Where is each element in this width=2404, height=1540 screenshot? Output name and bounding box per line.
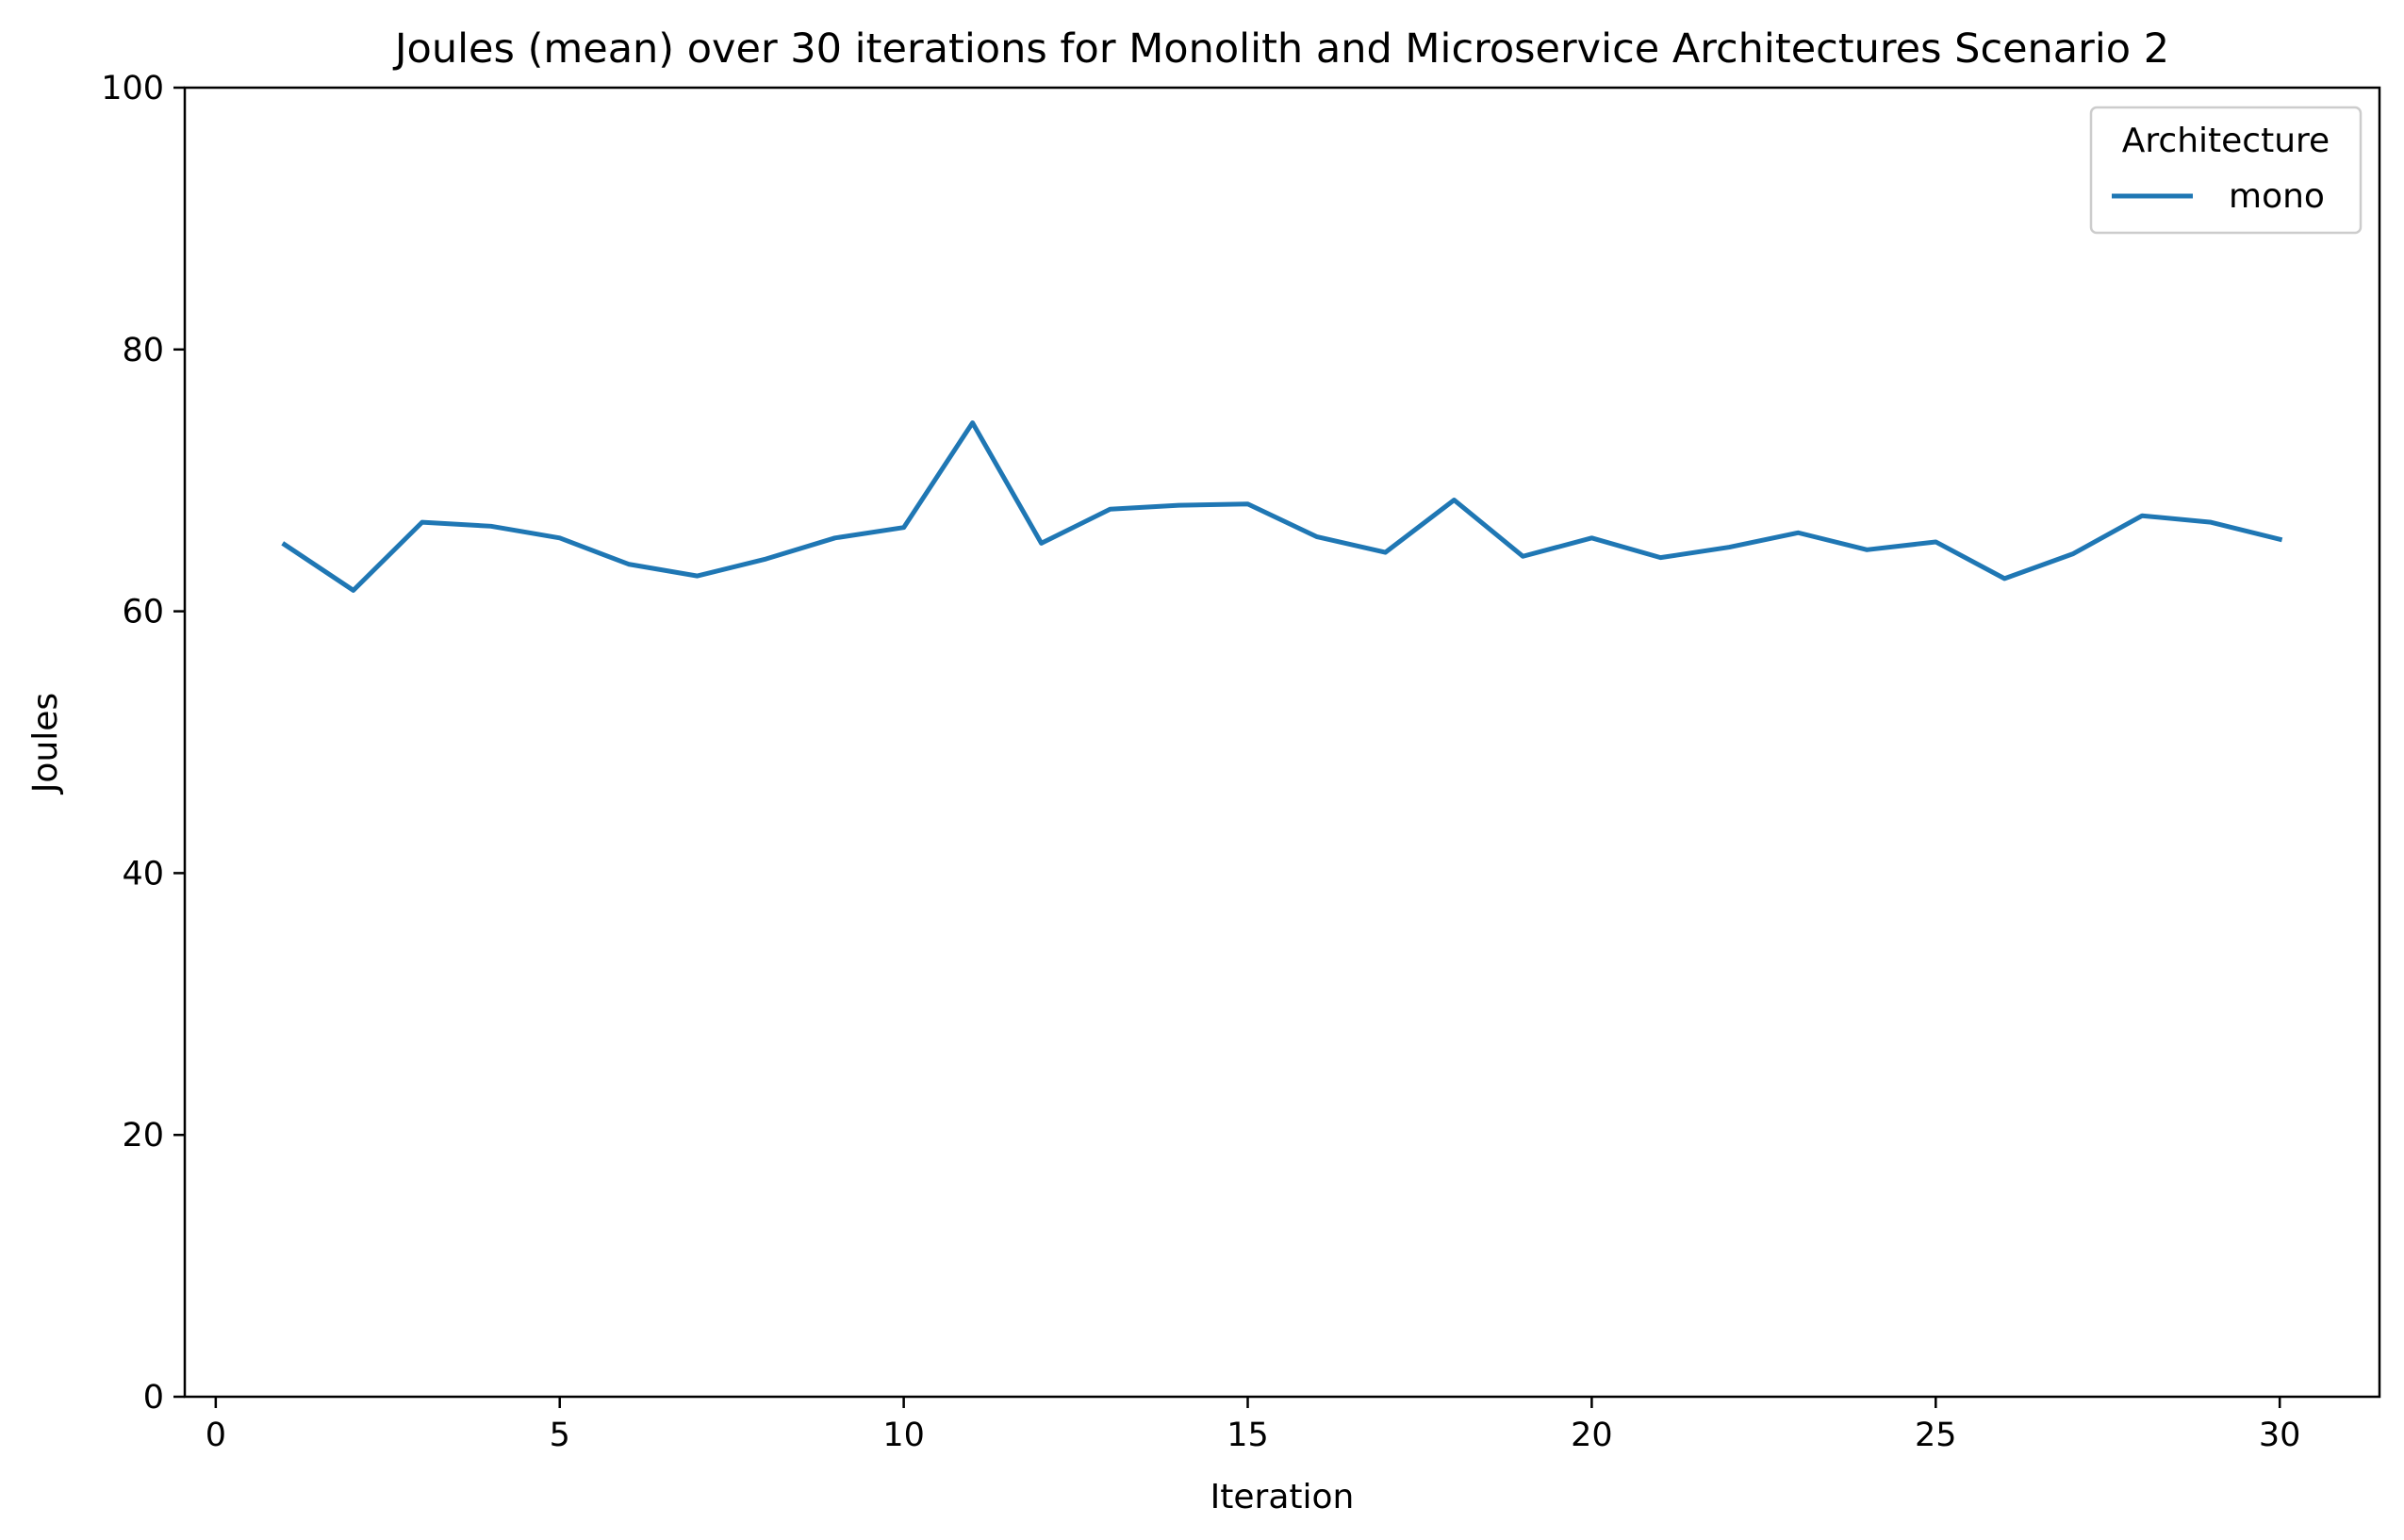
x-tick-label: 5 xyxy=(550,1417,570,1454)
y-tick-label: 60 xyxy=(122,594,164,631)
y-tick-label: 20 xyxy=(122,1117,164,1155)
y-tick-label: 100 xyxy=(101,70,164,107)
legend-title: Architecture xyxy=(2122,122,2330,160)
y-tick-label: 80 xyxy=(122,332,164,369)
legend: Architecture mono xyxy=(2089,106,2363,235)
x-tick-label: 20 xyxy=(1571,1417,1613,1454)
x-tick-label: 10 xyxy=(882,1417,925,1454)
y-axis-label: Joules xyxy=(26,693,65,795)
chart-title: Joules (mean) over 30 iterations for Mon… xyxy=(392,25,2169,73)
x-tick-label: 0 xyxy=(206,1417,226,1454)
x-tick-label: 25 xyxy=(1915,1417,1957,1454)
legend-label-mono: mono xyxy=(2229,177,2325,216)
series-line-mono xyxy=(281,420,2283,593)
axes-layer: 0 5 10 15 20 25 30 0 20 40 60 80 100 xyxy=(101,70,2381,1454)
y-tick-label: 40 xyxy=(122,855,164,893)
legend-frame xyxy=(2089,106,2363,235)
x-axis-label: Iteration xyxy=(1210,1478,1355,1516)
series-layer xyxy=(281,420,2283,593)
x-tick-label: 15 xyxy=(1227,1417,1269,1454)
y-tick-label: 0 xyxy=(143,1379,164,1417)
plot-frame xyxy=(183,86,2381,1399)
x-tick-label: 30 xyxy=(2259,1417,2301,1454)
